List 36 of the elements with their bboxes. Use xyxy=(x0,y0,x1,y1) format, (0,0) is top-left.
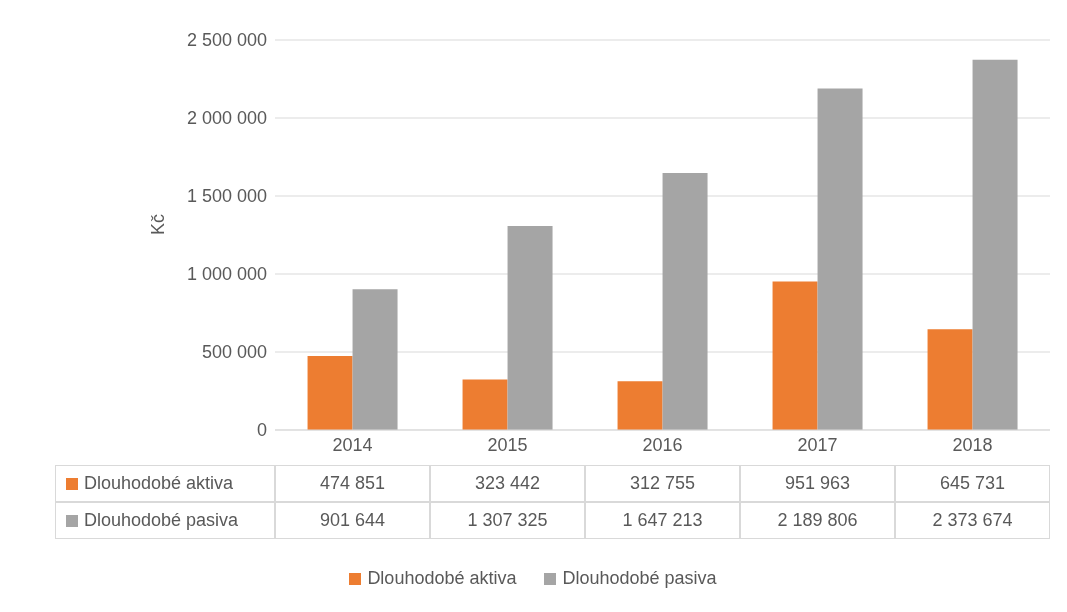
bar xyxy=(817,88,863,430)
y-tick-label: 2 500 000 xyxy=(186,30,267,51)
data-label: 474 851 xyxy=(275,465,430,502)
y-tick-label: 2 000 000 xyxy=(186,108,267,129)
x-tick-label: 2016 xyxy=(642,434,683,455)
data-label: 645 731 xyxy=(895,465,1050,502)
x-tick-label: 2015 xyxy=(487,434,528,455)
text: Dlouhodobé pasiva xyxy=(84,510,239,530)
bar xyxy=(927,329,973,430)
legend-label: Dlouhodobé aktiva xyxy=(84,473,234,494)
y-tick-label: 1 500 000 xyxy=(186,186,267,207)
data-label: 312 755 xyxy=(585,465,740,502)
bar xyxy=(972,59,1018,430)
text: Dlouhodobé aktiva xyxy=(367,568,517,588)
y-tick-label: 1 000 000 xyxy=(186,264,267,285)
data-label: 901 644 xyxy=(275,502,430,539)
y-tick-label: 0 xyxy=(256,420,267,441)
data-label: 951 963 xyxy=(740,465,895,502)
data-label: 1 307 325 xyxy=(430,502,585,539)
bar xyxy=(352,289,398,430)
data-label: 1 647 213 xyxy=(585,502,740,539)
y-tick-label: 500 000 xyxy=(201,342,267,363)
bar xyxy=(462,379,508,430)
bar xyxy=(307,355,353,430)
data-label: 2 189 806 xyxy=(740,502,895,539)
bar xyxy=(507,226,553,430)
x-tick-label: 2014 xyxy=(332,434,373,455)
x-tick-label: 2018 xyxy=(952,434,993,455)
y-axis-title: Kč xyxy=(148,213,169,235)
data-label: 2 373 674 xyxy=(895,502,1050,539)
legend-label: Dlouhodobé pasiva xyxy=(562,568,717,589)
bar xyxy=(617,381,663,430)
bar xyxy=(662,173,708,430)
data-label: 323 442 xyxy=(430,465,585,502)
x-tick-label: 2017 xyxy=(797,434,838,455)
bar xyxy=(772,281,818,430)
